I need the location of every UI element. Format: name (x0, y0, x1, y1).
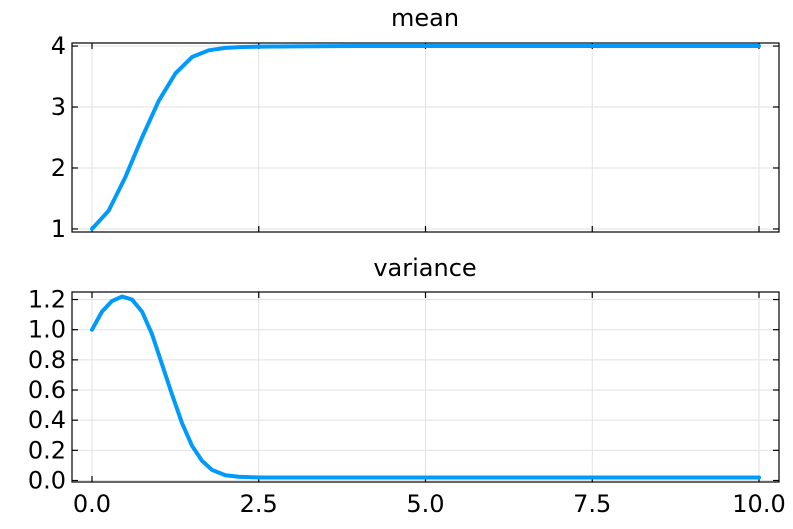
mean-series (90, 44, 761, 231)
mean-plot-frame (71, 42, 780, 233)
variance-x-tick-labels: 0.0 2.5 5.0 7.5 10.0 (73, 490, 786, 518)
variance-plot-frame (71, 291, 780, 483)
variance-x-tick-label: 10.0 (732, 490, 785, 518)
variance-y-tick-labels: 0.00.20.40.60.81.01.2 (28, 286, 66, 495)
variance-grid (72, 292, 779, 482)
variance-y-tick-label: 1.2 (28, 286, 66, 314)
mean-y-tick-label: 1 (51, 215, 66, 243)
variance-series (90, 294, 761, 480)
variance-y-tick-label: 1.0 (28, 316, 66, 344)
variance-panel-title: variance (373, 254, 476, 282)
variance-x-tick-label: 2.5 (240, 490, 278, 518)
mean-y-tick-label: 4 (51, 32, 66, 60)
mean-y-tick-label: 2 (51, 154, 66, 182)
variance-y-tick-label: 0.8 (28, 346, 66, 374)
variance-series-line (90, 294, 761, 480)
variance-x-tick-label: 5.0 (406, 490, 444, 518)
variance-panel: variance 0.00.20.40.60.81.01.2 0.0 2.5 5.0… (28, 254, 786, 518)
variance-y-tick-label: 0.0 (28, 466, 66, 494)
variance-ticks (72, 292, 779, 482)
variance-y-tick-label: 0.6 (28, 376, 66, 404)
variance-y-tick-label: 0.4 (28, 406, 66, 434)
mean-panel-title: mean (391, 4, 459, 32)
variance-y-tick-label: 0.2 (28, 436, 66, 464)
mean-y-tick-label: 3 (51, 93, 66, 121)
mean-panel: mean 1 2 3 4 (51, 4, 780, 243)
mean-y-tick-labels: 1 2 3 4 (51, 32, 66, 243)
variance-x-tick-label: 0.0 (73, 490, 111, 518)
variance-x-tick-label: 7.5 (573, 490, 611, 518)
mean-series-line (90, 44, 761, 231)
